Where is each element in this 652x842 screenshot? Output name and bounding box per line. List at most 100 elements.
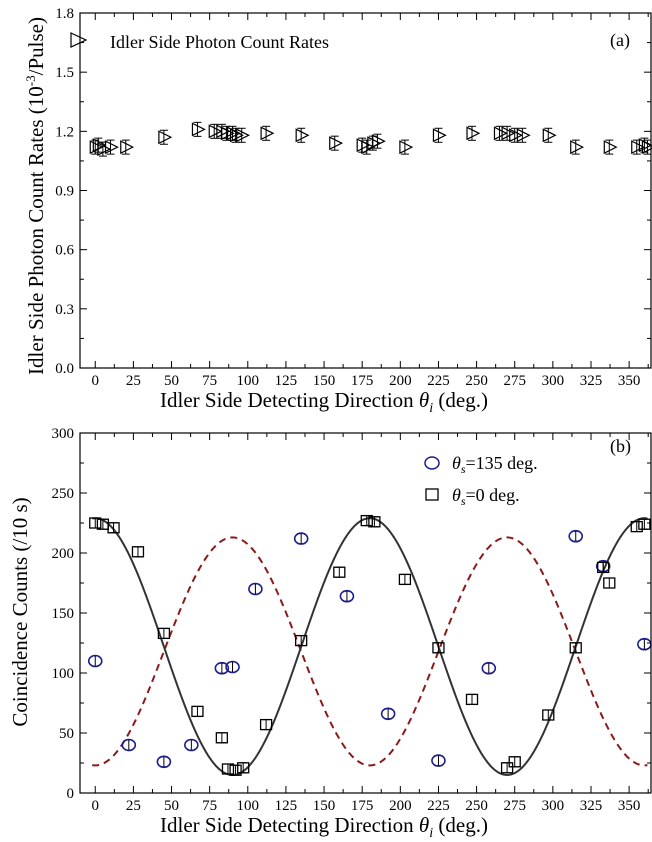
triangle-right-marker [501, 126, 516, 141]
circle-marker [225, 660, 240, 674]
panel-b: 0 25 50 75 100 125 150 175 200 225 250 275 300 325 350… [8, 426, 652, 841]
data-point [89, 517, 102, 529]
data-point [237, 762, 250, 774]
legend-square-marker [425, 488, 439, 501]
circle-marker [481, 661, 497, 675]
data-point [641, 139, 652, 155]
data-point [329, 135, 344, 151]
data-point [542, 127, 557, 143]
panel-b-plot-frame [79, 432, 652, 794]
panel-b-ticks [80, 432, 651, 794]
circle-marker [293, 532, 309, 545]
data-point [131, 546, 145, 558]
triangle-right-marker [260, 126, 275, 141]
data-point [516, 127, 531, 143]
square-marker [221, 763, 235, 775]
data-point [493, 125, 508, 141]
data-point [399, 139, 414, 155]
square-marker [360, 514, 373, 527]
x-tick-label: 300 [542, 798, 565, 814]
data-point [570, 139, 585, 155]
data-point [500, 762, 514, 774]
square-marker [295, 634, 308, 647]
y-tick-label: 100 [52, 666, 75, 682]
triangle-right-marker [603, 140, 618, 155]
theta-s-0-fit-curve-solid [92, 517, 648, 777]
triangle-right-marker [97, 142, 112, 157]
data-point [431, 754, 446, 767]
square-marker [237, 762, 250, 774]
circle-marker [248, 582, 263, 596]
x-tick-label: 25 [126, 798, 141, 814]
data-point [597, 561, 610, 574]
data-point [568, 529, 584, 543]
data-point [466, 125, 481, 141]
triangle-right-marker [542, 128, 557, 143]
x-tick-label: 25 [126, 373, 141, 389]
square-marker [638, 518, 651, 530]
x-tick-label: 225 [427, 373, 450, 389]
panel-b-label: (b) [610, 436, 631, 457]
x-tick-label: 150 [313, 373, 336, 389]
panel-b-x-tick-labels: 0 25 50 75 100 125 150 175 200 225 250 275 300 325 350 [92, 798, 641, 814]
triangle-right-marker [208, 124, 223, 139]
panel-a-y-tick-labels: 0.0 0.3 0.6 0.9 1.2 1.5 1.8 [55, 6, 74, 377]
x-tick-label: 325 [580, 798, 603, 814]
circle-marker [121, 738, 137, 752]
square-marker [215, 732, 229, 744]
data-point [121, 738, 137, 752]
y-tick-label: 0.3 [55, 302, 74, 318]
data-point [637, 637, 652, 651]
panel-b-y-axis-title: Coincidence Counts (/10 s) [8, 497, 32, 726]
data-point [333, 566, 346, 578]
data-point [104, 139, 119, 155]
data-point [191, 705, 204, 718]
y-tick-label: 0.6 [55, 243, 74, 259]
square-marker [131, 546, 145, 558]
x-tick-label: 200 [389, 798, 412, 814]
data-point [569, 642, 582, 654]
triangle-right-marker [236, 128, 251, 143]
data-point [509, 127, 524, 143]
data-point [259, 718, 273, 731]
circle-marker [339, 589, 355, 603]
data-point [260, 125, 275, 141]
data-point [225, 660, 240, 674]
data-point [215, 732, 229, 744]
x-tick-label: 50 [164, 798, 179, 814]
x-tick-label: 125 [275, 373, 298, 389]
x-tick-label: 0 [92, 798, 100, 814]
x-tick-label: 325 [580, 373, 603, 389]
circle-marker [431, 754, 446, 767]
panel-a-y-axis-title: Idler Side Photon Count Rates (10-3/Puls… [23, 17, 48, 375]
y-tick-label: 0.0 [55, 361, 74, 377]
triangle-right-marker [466, 126, 481, 141]
triangle-right-marker [631, 140, 646, 155]
panel-a-x-axis-title: Idler Side Detecting Direction θi (deg.) [160, 388, 488, 416]
circle-marker [214, 661, 230, 675]
data-point [107, 522, 120, 534]
y-tick-label: 0.9 [55, 184, 74, 200]
triangle-right-marker [399, 140, 414, 155]
x-tick-label: 350 [618, 798, 641, 814]
square-marker [157, 627, 171, 640]
square-marker [630, 520, 643, 533]
square-marker [465, 693, 479, 706]
data-point [97, 141, 112, 157]
panel-a: 0 25 50 75 100 125 150 175 200 225 250 275 300 325 350… [23, 6, 652, 416]
circle-marker [87, 654, 103, 668]
x-tick-label: 275 [503, 798, 526, 814]
data-point [465, 693, 479, 706]
triangle-right-marker [641, 140, 652, 155]
data-point [191, 121, 206, 137]
x-tick-label: 75 [202, 373, 217, 389]
triangle-right-marker [120, 140, 135, 155]
data-point [120, 139, 135, 155]
data-point [295, 127, 310, 143]
square-marker [107, 522, 120, 534]
triangle-right-marker [158, 130, 173, 145]
triangle-right-marker [509, 128, 524, 143]
circle-marker [184, 738, 199, 752]
x-tick-label: 50 [164, 373, 179, 389]
